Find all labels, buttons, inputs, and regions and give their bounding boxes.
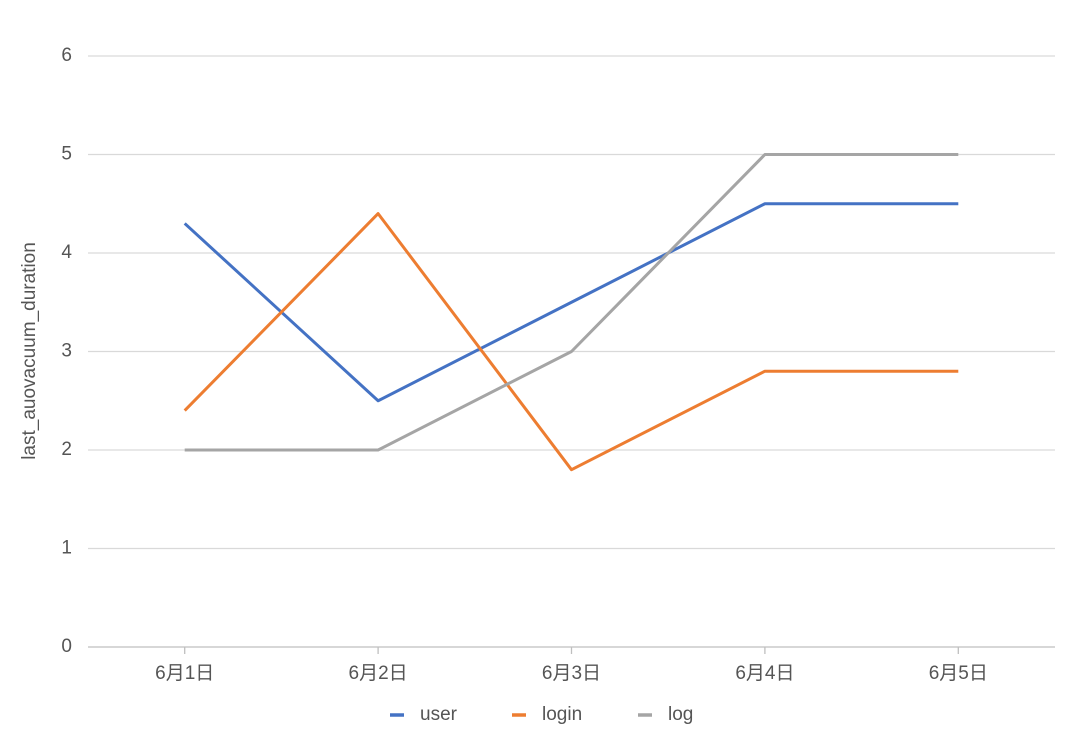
y-axis-label: last_auovacuum_duration — [19, 242, 40, 460]
series-line — [184, 153, 959, 452]
y-tick-label: 2 — [61, 439, 72, 460]
y-tick-label: 6 — [61, 45, 72, 66]
x-tick-label: 6月1日 — [155, 663, 214, 684]
series-line — [183, 202, 959, 403]
y-tick-label: 1 — [61, 538, 72, 559]
y-tick-label: 0 — [61, 636, 72, 657]
series-line — [183, 212, 959, 472]
legend-label: user — [420, 704, 458, 725]
legend-label: log — [668, 704, 693, 725]
x-tick-label: 6月3日 — [542, 663, 601, 684]
x-tick-label: 6月5日 — [929, 663, 988, 684]
x-tick-label: 6月4日 — [735, 663, 794, 684]
y-tick-label: 3 — [61, 341, 72, 362]
x-tick-label: 6月2日 — [349, 663, 408, 684]
y-tick-label: 5 — [61, 144, 72, 165]
legend-label: login — [542, 704, 582, 725]
y-tick-label: 4 — [61, 242, 72, 263]
